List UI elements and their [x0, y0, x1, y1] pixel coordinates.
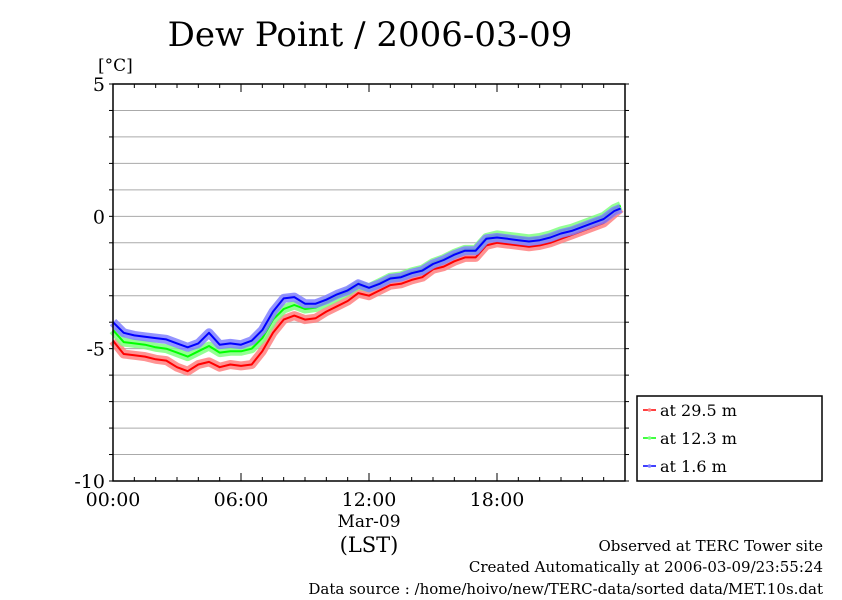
legend-label-0: at 29.5 m	[660, 401, 737, 420]
y-tick-label: -10	[74, 471, 105, 493]
series-line-0	[112, 207, 622, 373]
series-line-2	[112, 207, 622, 349]
series-group	[109, 201, 624, 376]
legend-marker-0	[647, 408, 652, 412]
series-halo-1	[109, 201, 623, 362]
x-tick-label: 18:00	[470, 489, 525, 511]
y-tick-labels: 5 0 -5 -10	[74, 74, 105, 493]
footer-created: Created Automatically at 2006-03-09/23:5…	[469, 558, 823, 576]
y-tick-label: -5	[86, 339, 105, 361]
axes	[109, 83, 629, 482]
footer-observed: Observed at TERC Tower site	[598, 537, 823, 555]
x-axis-label: (LST)	[340, 533, 399, 557]
x-date-label: Mar-09	[337, 512, 400, 532]
legend-marker-2	[647, 464, 652, 468]
y-axis-label: [°C]	[98, 56, 133, 76]
grid-lines	[113, 109, 625, 456]
y-tick-label: 5	[93, 74, 105, 96]
footer-data-source: Data source : /home/hoivo/new/TERC-data/…	[308, 580, 823, 595]
series-halo-2	[109, 204, 623, 352]
legend-label-1: at 12.3 m	[660, 429, 737, 448]
x-tick-label: 12:00	[342, 489, 397, 511]
x-tick-label: 06:00	[214, 489, 269, 511]
legend-marker-1	[647, 436, 652, 440]
legend: at 29.5 m at 12.3 m at 1.6 m	[636, 395, 823, 482]
series-line-1	[112, 204, 622, 358]
x-tick-label: 00:00	[86, 489, 141, 511]
x-tick-labels: 00:00 06:00 12:00 18:00	[86, 489, 525, 511]
y-tick-label: 0	[93, 206, 105, 228]
legend-box	[636, 395, 823, 482]
legend-label-2: at 1.6 m	[660, 457, 727, 476]
chart-title: Dew Point / 2006-03-09	[168, 15, 573, 55]
plot-frame	[112, 83, 626, 482]
